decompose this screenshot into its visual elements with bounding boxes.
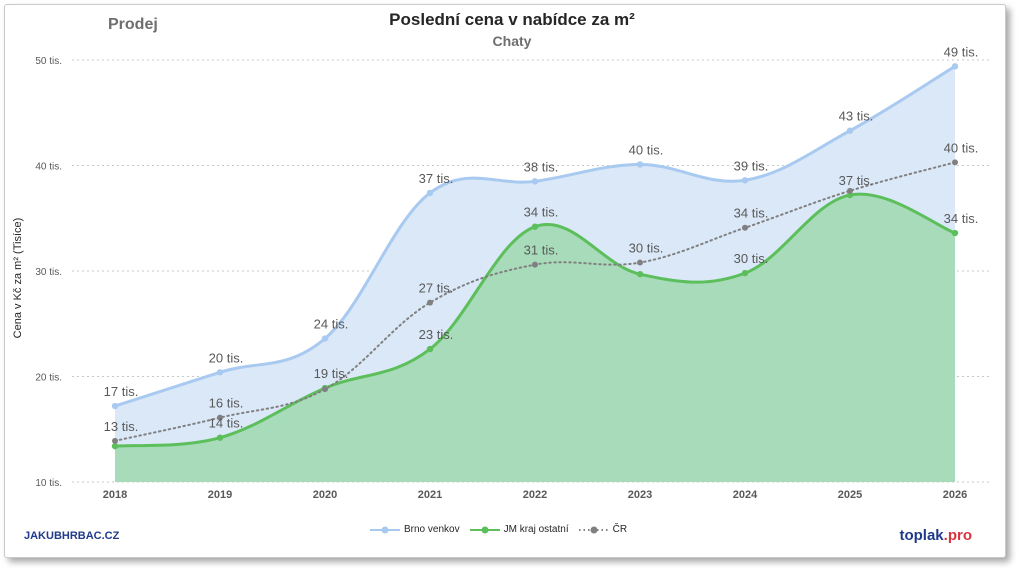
brand-toplak-accent: .pro — [943, 527, 972, 544]
data-label-brno-venkov: 39 tis. — [734, 158, 769, 173]
area-jm-kraj — [115, 194, 955, 482]
point-cr — [952, 159, 958, 166]
point-cr — [742, 224, 748, 231]
point-cr — [322, 386, 328, 393]
data-label-cr: 31 tis. — [524, 243, 559, 258]
point-brno-venkov — [636, 161, 644, 168]
y-tick-label: 10 tis. — [35, 478, 62, 489]
point-jm-kraj — [531, 223, 539, 230]
legend-item-cr: ČR — [578, 524, 628, 535]
data-label-brno-venkov: 38 tis. — [524, 159, 559, 174]
brand-toplak-main: toplak — [899, 527, 944, 544]
chart-tag: Prodej — [108, 16, 158, 33]
data-label-jm-kraj: 37 tis. — [839, 173, 874, 188]
x-tick-label: 2026 — [943, 489, 967, 501]
chart-subtitle: Chaty — [492, 33, 532, 49]
data-label-cr: 13 tis. — [104, 419, 139, 434]
data-label-brno-venkov: 20 tis. — [209, 350, 244, 365]
point-jm-kraj — [951, 229, 959, 237]
x-tick-label: 2020 — [313, 489, 337, 501]
point-brno-venkov — [951, 63, 959, 70]
point-jm-kraj — [636, 270, 644, 278]
legend-item-brno: Brno venkov — [370, 524, 460, 535]
point-cr — [532, 261, 538, 268]
point-jm-kraj — [426, 345, 434, 353]
x-tick-label: 2019 — [208, 489, 232, 501]
point-cr — [637, 259, 643, 266]
point-jm-kraj — [216, 434, 224, 441]
chart-title: Poslední cena v nabídce za m² — [389, 10, 635, 29]
legend-label-brno: Brno venkov — [404, 524, 460, 535]
data-label-brno-venkov: 37 tis. — [419, 171, 454, 186]
data-label-jm-kraj: 30 tis. — [734, 251, 769, 266]
data-label-cr: 30 tis. — [629, 241, 664, 256]
data-label-brno-venkov: 24 tis. — [314, 317, 349, 332]
chart-legend: Brno venkov JM kraj ostatní ČR — [370, 524, 627, 535]
brand-jakubhrbac: JAKUBHRBAC.CZ — [24, 530, 120, 542]
line-brno-venkov — [114, 65, 956, 408]
point-jm-kraj — [111, 442, 119, 450]
legend-swatch-brno — [370, 526, 400, 533]
x-tick-label: 2022 — [523, 489, 547, 501]
y-tick-label: 40 tis. — [35, 162, 62, 173]
data-label-brno-venkov: 40 tis. — [629, 142, 664, 157]
legend-swatch-cr — [578, 526, 609, 533]
data-label-brno-venkov: 49 tis. — [944, 44, 979, 59]
data-label-jm-kraj: 34 tis. — [524, 205, 559, 220]
point-jm-kraj — [741, 269, 749, 277]
legend-label-jm: JM kraj ostatní — [503, 524, 569, 535]
point-brno-venkov — [741, 177, 749, 184]
data-label-cr: 40 tis. — [944, 140, 979, 155]
data-label-jm-kraj: 14 tis. — [209, 416, 244, 431]
point-brno-venkov — [216, 369, 224, 376]
x-tick-label: 2024 — [733, 489, 758, 501]
point-cr — [847, 187, 853, 194]
data-label-brno-venkov: 17 tis. — [104, 384, 139, 399]
point-jm-kraj — [846, 191, 854, 199]
data-label-cr: 34 tis. — [734, 206, 769, 221]
point-brno-venkov — [531, 178, 539, 185]
point-cr — [427, 299, 433, 306]
point-brno-venkov — [426, 189, 434, 197]
y-tick-label: 30 tis. — [35, 267, 62, 278]
y-tick-label: 20 tis. — [35, 373, 62, 384]
point-brno-venkov — [321, 335, 329, 342]
legend-item-jm: JM kraj ostatní — [469, 524, 569, 535]
x-tick-label: 2021 — [418, 489, 442, 501]
data-label-cr: 16 tis. — [209, 396, 244, 411]
point-brno-venkov — [111, 402, 119, 410]
point-cr — [112, 437, 118, 444]
legend-label-cr: ČR — [612, 524, 628, 535]
x-tick-label: 2018 — [103, 489, 127, 501]
brand-toplak: toplak.pro — [899, 527, 972, 544]
data-label-jm-kraj: 19 tis. — [314, 366, 349, 381]
x-tick-label: 2023 — [628, 489, 652, 501]
point-brno-venkov — [846, 127, 854, 134]
legend-swatch-jm — [469, 526, 500, 533]
y-tick-label: 50 tis. — [35, 56, 62, 67]
point-cr — [217, 414, 223, 421]
x-tick-label: 2025 — [838, 489, 862, 501]
data-label-brno-venkov: 43 tis. — [839, 109, 874, 124]
data-label-jm-kraj: 23 tis. — [419, 327, 454, 342]
data-label-jm-kraj: 34 tis. — [944, 211, 979, 226]
data-label-cr: 27 tis. — [419, 281, 454, 296]
